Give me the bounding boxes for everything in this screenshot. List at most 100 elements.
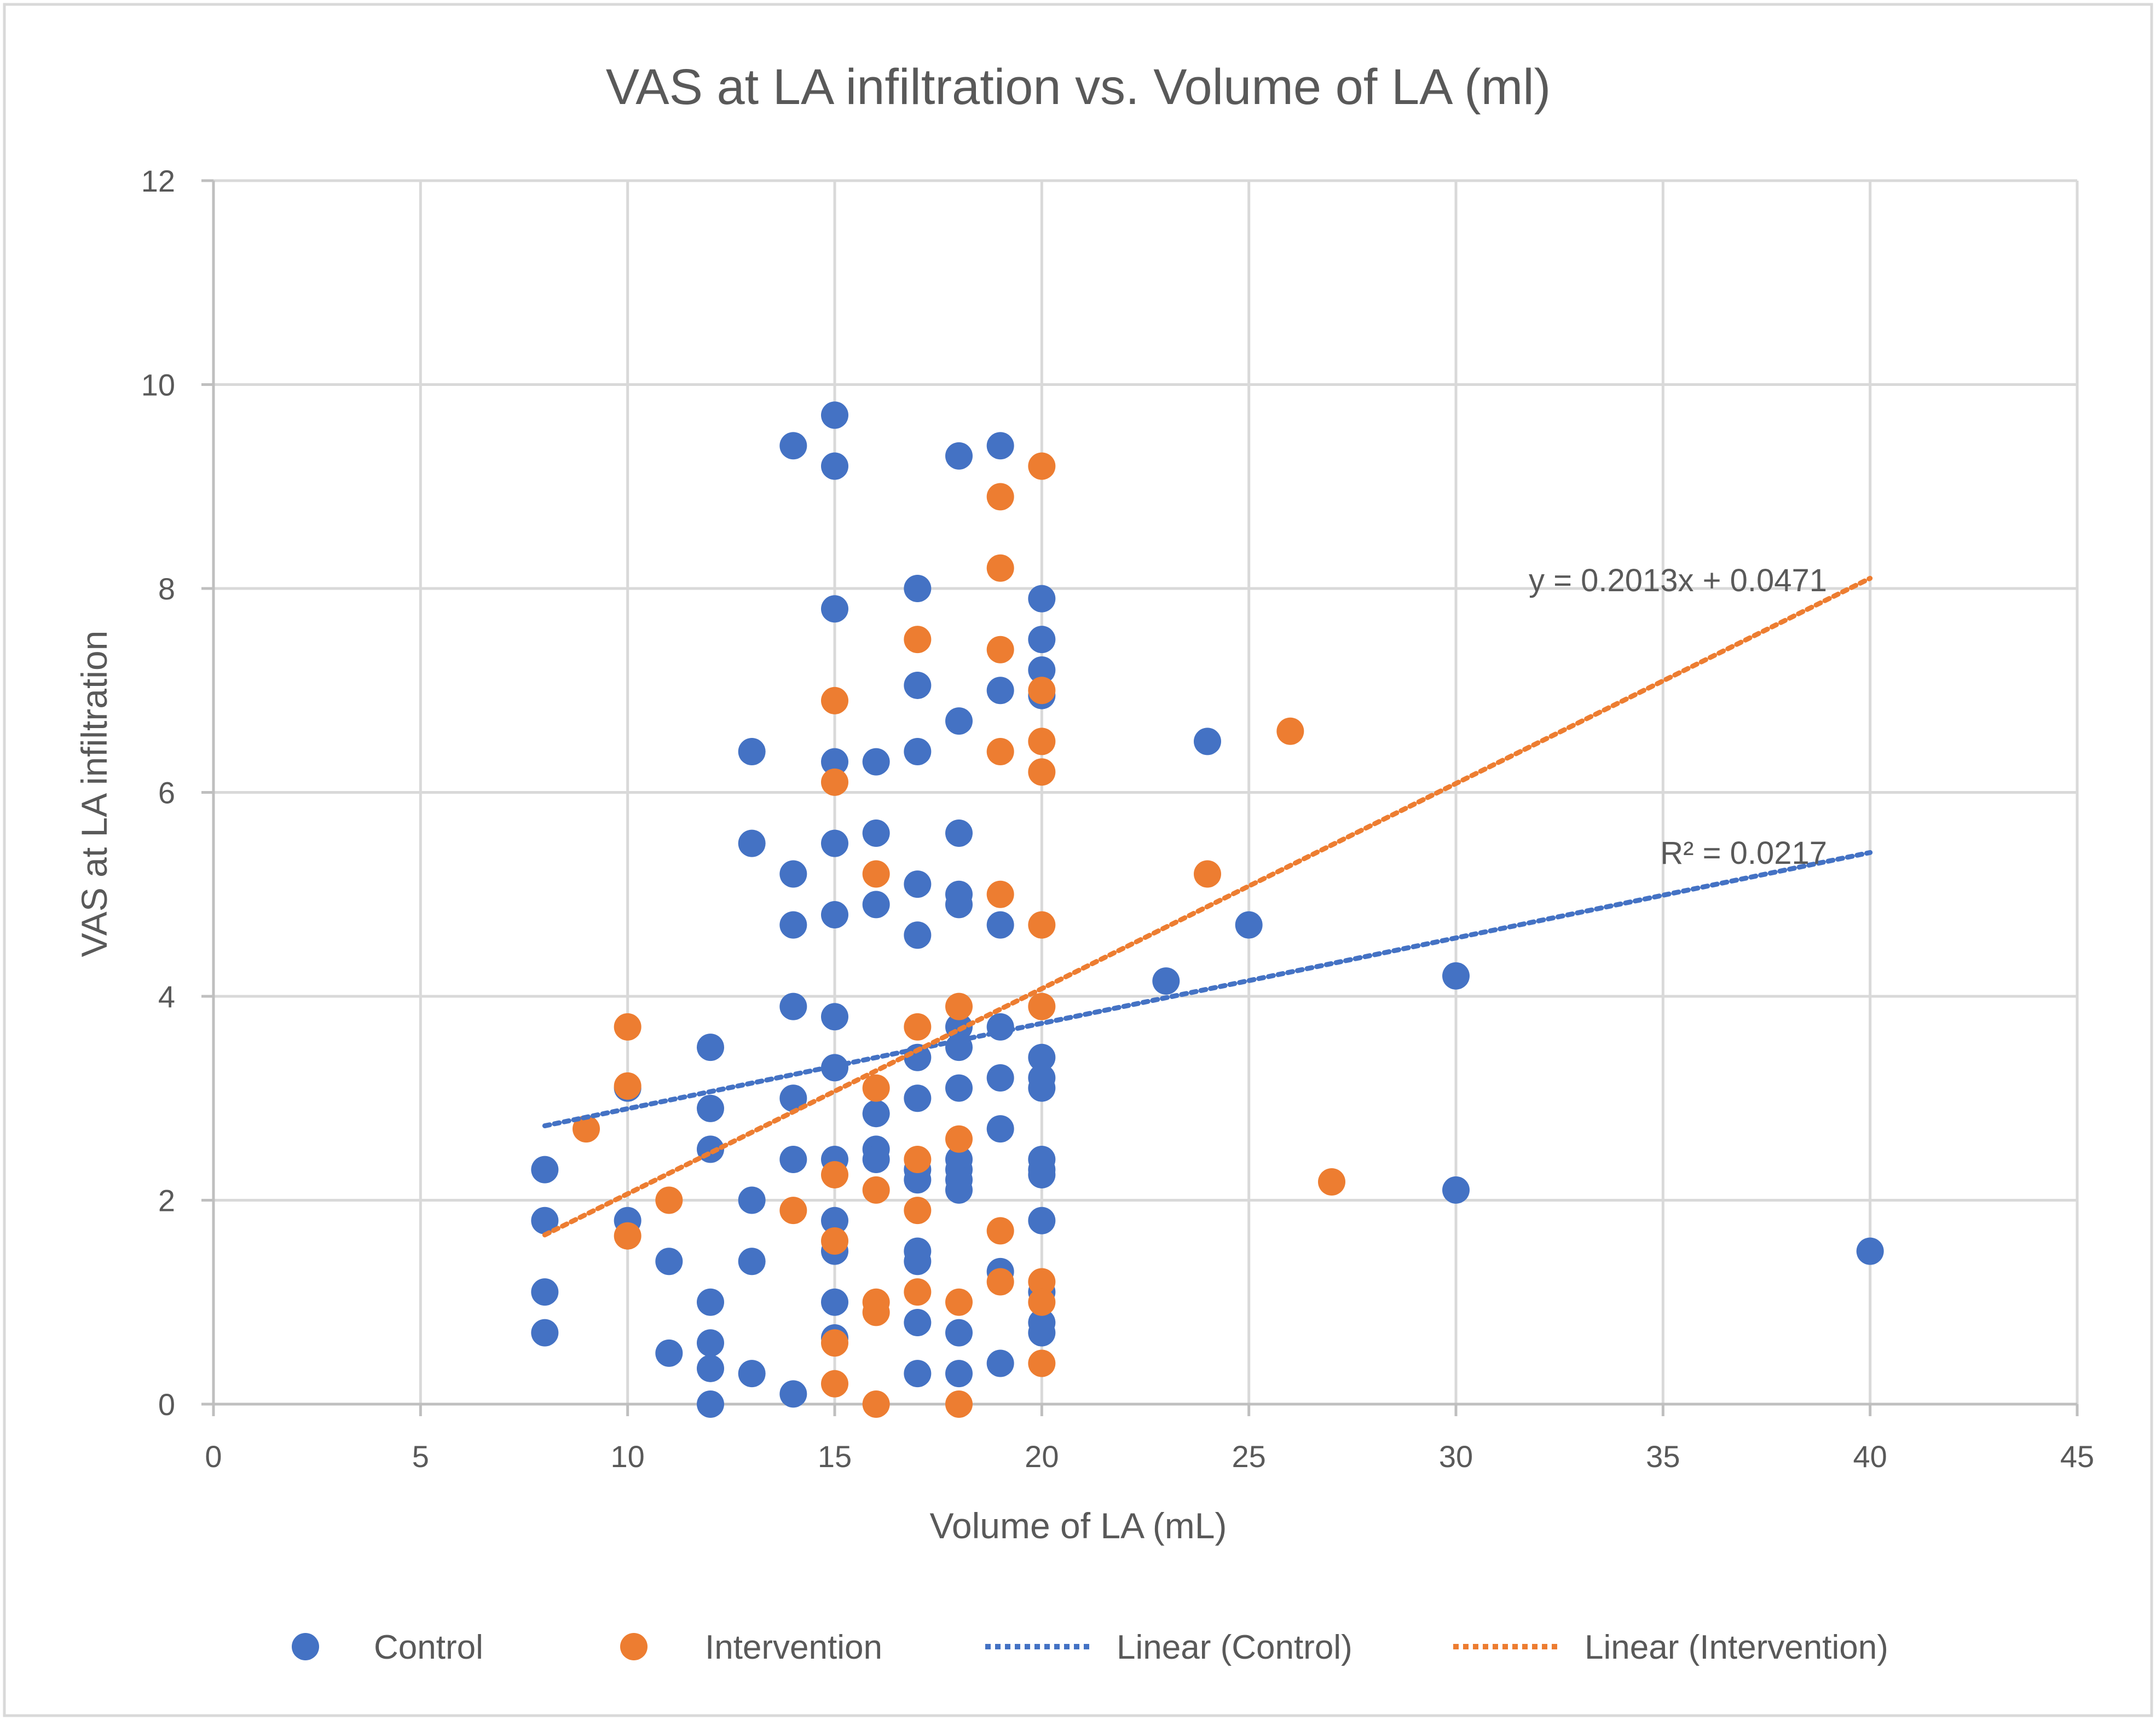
y-axis-title: VAS at LA infiltration — [74, 631, 114, 957]
data-point-control — [862, 1100, 890, 1128]
legend-label-linear-intervention: Linear (Intervention) — [1585, 1629, 1888, 1666]
data-point-control — [904, 1248, 932, 1275]
data-point-intervention — [904, 1197, 932, 1225]
data-point-control — [945, 891, 973, 919]
data-point-control — [862, 891, 890, 919]
data-point-control — [821, 901, 848, 928]
data-point-intervention — [986, 1268, 1014, 1296]
data-point-control — [779, 1146, 807, 1173]
data-point-intervention — [862, 1390, 890, 1418]
data-point-intervention — [614, 1072, 641, 1100]
data-point-control — [945, 707, 973, 735]
data-point-intervention — [1028, 758, 1056, 786]
data-point-intervention — [904, 626, 932, 654]
data-point-intervention — [945, 1288, 973, 1316]
data-point-control — [821, 401, 848, 429]
data-point-intervention — [904, 1146, 932, 1173]
data-point-control — [655, 1339, 683, 1367]
data-point-control — [1442, 1176, 1470, 1204]
data-point-control — [904, 870, 932, 898]
data-point-intervention — [821, 1161, 848, 1188]
data-point-control — [945, 1319, 973, 1347]
data-point-control — [904, 1166, 932, 1194]
data-point-control — [862, 1146, 890, 1173]
data-point-intervention — [862, 1298, 890, 1326]
chart-title: VAS at LA infiltration vs. Volume of LA … — [606, 59, 1551, 115]
data-point-control — [697, 1329, 724, 1357]
trendlines — [542, 575, 1873, 1238]
y-tick-label: 0 — [158, 1387, 175, 1422]
x-tick-label: 35 — [1646, 1439, 1680, 1474]
data-point-control — [821, 1288, 848, 1316]
legend-label-linear-control: Linear (Control) — [1117, 1629, 1352, 1666]
data-point-control — [738, 1360, 766, 1388]
x-tick-label: 30 — [1439, 1439, 1473, 1474]
data-point-intervention — [862, 1074, 890, 1102]
trendline-intervention — [542, 575, 1873, 1238]
data-point-control — [1028, 626, 1056, 654]
y-tick-label: 10 — [141, 368, 175, 402]
legend-label-intervention: Intervention — [705, 1629, 882, 1666]
data-point-control — [904, 1309, 932, 1336]
data-point-control — [531, 1278, 559, 1306]
chart-border — [3, 3, 2153, 1717]
data-point-control — [945, 1176, 973, 1204]
data-point-control — [1194, 728, 1221, 755]
data-point-control — [779, 992, 807, 1020]
axes: 0 5 10 15 20 25 30 35 40 45 0 2 4 6 8 10 12 — [141, 164, 2094, 1474]
data-point-intervention — [1028, 992, 1056, 1020]
data-point-control — [738, 829, 766, 857]
data-point-control — [945, 1074, 973, 1102]
data-point-intervention — [1028, 452, 1056, 480]
data-point-intervention — [986, 483, 1014, 511]
y-tick-label: 12 — [141, 164, 175, 198]
data-point-intervention — [1028, 677, 1056, 705]
data-point-control — [697, 1354, 724, 1382]
data-point-intervention — [945, 1390, 973, 1418]
trendline-equation-label: y = 0.2013x + 0.0471 — [1529, 563, 1827, 598]
data-point-intervention — [821, 686, 848, 714]
data-point-control — [904, 671, 932, 699]
data-point-control — [904, 921, 932, 949]
legend-marker-control — [292, 1633, 319, 1660]
y-tick-label: 2 — [158, 1184, 175, 1218]
trendline-annotations: y = 0.2013x + 0.0471 R² = 0.0217 — [1529, 563, 1827, 871]
data-point-control — [821, 1207, 848, 1234]
data-point-control — [821, 595, 848, 623]
data-point-control — [1028, 1319, 1056, 1347]
data-point-control — [531, 1207, 559, 1234]
x-tick-label: 15 — [818, 1439, 852, 1474]
data-point-control — [1442, 962, 1470, 990]
data-point-control — [821, 829, 848, 857]
data-point-control — [986, 1013, 1014, 1041]
data-point-control — [1028, 1161, 1056, 1188]
data-point-intervention — [1194, 860, 1221, 888]
data-point-intervention — [986, 1217, 1014, 1245]
data-point-control — [531, 1156, 559, 1184]
data-point-control — [531, 1319, 559, 1347]
data-point-intervention — [986, 880, 1014, 908]
data-point-control — [986, 432, 1014, 460]
x-tick-label: 25 — [1232, 1439, 1266, 1474]
data-point-control — [1856, 1237, 1884, 1265]
y-tick-label: 4 — [158, 979, 175, 1014]
x-tick-label: 10 — [611, 1439, 645, 1474]
data-point-intervention — [1318, 1168, 1345, 1196]
x-tick-label: 45 — [2060, 1439, 2094, 1474]
data-point-control — [904, 738, 932, 765]
data-point-control — [738, 738, 766, 765]
data-point-intervention — [779, 1197, 807, 1225]
data-point-intervention — [862, 1176, 890, 1204]
data-point-control — [1028, 1043, 1056, 1071]
data-point-control — [1028, 1074, 1056, 1102]
data-point-control — [986, 1349, 1014, 1377]
data-point-control — [779, 1380, 807, 1408]
data-point-intervention — [821, 1329, 848, 1357]
data-point-control — [738, 1186, 766, 1214]
data-point-intervention — [1028, 1268, 1056, 1296]
data-point-control — [1028, 585, 1056, 613]
data-point-control — [821, 748, 848, 776]
data-point-control — [779, 1084, 807, 1112]
data-point-control — [779, 860, 807, 888]
